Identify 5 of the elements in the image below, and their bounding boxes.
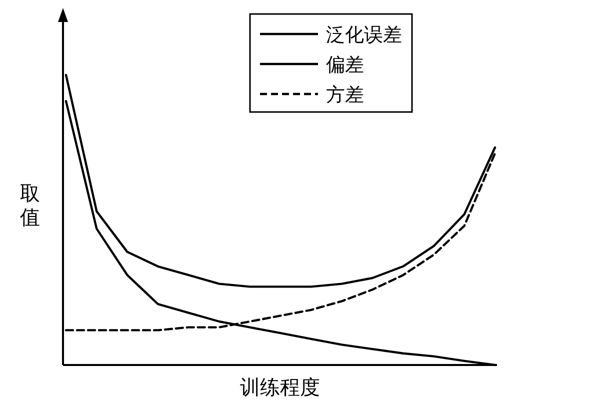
legend-label: 泛化误差 [326, 24, 402, 46]
legend-label: 方差 [326, 84, 364, 106]
y-axis-title: 取值 [20, 181, 40, 229]
legend-label: 偏差 [326, 54, 364, 76]
x-axis-title: 训练程度 [240, 375, 320, 399]
